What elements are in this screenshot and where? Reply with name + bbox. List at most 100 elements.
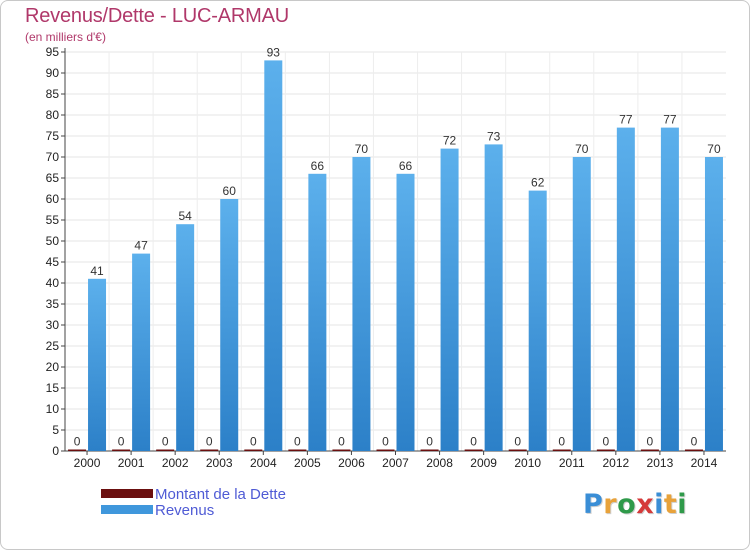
x-tick-label: 2013 — [647, 456, 674, 470]
data-label-dette-2014: 0 — [691, 435, 698, 449]
axes: 0 5 10 15 20 25 30 35 40 45 50 55 60 65 70 75 80 85 90 95 20… — [46, 45, 726, 470]
y-tick-label: 25 — [46, 339, 60, 353]
y-tick-label: 90 — [46, 66, 60, 80]
y-tick-label: 70 — [46, 150, 60, 164]
x-tick-label: 2005 — [294, 456, 321, 470]
y-tick-label: 75 — [46, 129, 60, 143]
y-tick-label: 5 — [52, 423, 59, 437]
y-tick-label: 15 — [46, 381, 60, 395]
data-label-revenus-2006: 70 — [355, 142, 369, 156]
y-tick-label: 50 — [46, 234, 60, 248]
x-tick-label: 2007 — [382, 456, 409, 470]
bar-dette-2006 — [332, 449, 351, 451]
y-tick-label: 80 — [46, 108, 60, 122]
logo-letter: o — [617, 489, 637, 520]
y-tick-label: 85 — [46, 87, 60, 101]
data-label-revenus-2013: 77 — [663, 113, 677, 127]
data-label-revenus-2001: 47 — [134, 239, 148, 253]
bar-dette-2009 — [464, 449, 483, 451]
bar-revenus-2013 — [660, 127, 679, 451]
data-label-revenus-2009: 73 — [487, 129, 501, 143]
chart-subtitle: (en milliers d'€) — [25, 30, 106, 44]
bar-dette-2000 — [68, 449, 87, 451]
y-tick-label: 0 — [52, 444, 59, 458]
logo-letter: t — [663, 489, 678, 520]
legend-swatch-revenus — [101, 504, 153, 514]
bar-revenus-2007 — [396, 173, 415, 452]
x-tick-label: 2006 — [338, 456, 365, 470]
data-label-dette-2007: 0 — [382, 435, 389, 449]
bar-revenus-2003 — [220, 199, 239, 451]
data-label-revenus-2010: 62 — [531, 176, 545, 190]
legend-item-revenus: Revenus — [101, 503, 286, 519]
data-label-revenus-2008: 72 — [443, 134, 457, 148]
data-label-revenus-2005: 66 — [311, 159, 325, 173]
y-tick-label: 65 — [46, 171, 60, 185]
x-tick-label: 2014 — [691, 456, 718, 470]
y-tick-label: 55 — [46, 213, 60, 227]
data-label-revenus-2011: 70 — [575, 142, 589, 156]
x-tick-label: 2001 — [118, 456, 145, 470]
x-tick-label: 2009 — [470, 456, 497, 470]
labels: 0 41 0 47 0 54 0 60 0 93 0 66 0 70 0 66 0 72 0 73 0 62 0 70 0 77 0… — [74, 45, 721, 448]
chart-title: Revenus/Dette - LUC-ARMAU — [25, 5, 289, 27]
x-tick-label: 2008 — [426, 456, 453, 470]
y-tick-label: 40 — [46, 276, 60, 290]
y-tick-label: 30 — [46, 318, 60, 332]
bar-dette-2008 — [420, 449, 439, 451]
logo-letter: x — [636, 489, 655, 520]
data-label-dette-2000: 0 — [74, 435, 81, 449]
bar-dette-2005 — [288, 449, 307, 451]
bar-dette-2012 — [596, 449, 615, 451]
data-label-dette-2008: 0 — [426, 435, 433, 449]
x-tick-label: 2004 — [250, 456, 277, 470]
bar-dette-2014 — [684, 449, 703, 451]
bars — [68, 60, 723, 452]
bar-revenus-2000 — [88, 278, 107, 451]
data-label-dette-2004: 0 — [250, 435, 257, 449]
bar-dette-2004 — [244, 449, 263, 451]
data-label-dette-2013: 0 — [647, 435, 654, 449]
bar-revenus-2005 — [308, 173, 327, 452]
bar-revenus-2008 — [440, 148, 459, 451]
bar-revenus-2009 — [484, 144, 503, 451]
legend-label-dette: Montant de la Dette — [155, 486, 286, 503]
bar-revenus-2010 — [528, 190, 547, 451]
legend-label-revenus: Revenus — [155, 502, 215, 519]
data-label-dette-2005: 0 — [294, 435, 301, 449]
bar-revenus-2004 — [264, 60, 283, 452]
logo-letter: r — [603, 489, 618, 520]
data-label-dette-2002: 0 — [162, 435, 169, 449]
bar-revenus-2014 — [704, 157, 723, 451]
x-tick-label: 2010 — [514, 456, 541, 470]
x-tick-label: 2011 — [559, 456, 585, 470]
bar-dette-2010 — [508, 449, 527, 451]
data-label-dette-2009: 0 — [470, 435, 477, 449]
proxiti-logo: Proxiti — [583, 489, 687, 520]
bar-revenus-2006 — [352, 157, 371, 451]
legend: Montant de la Dette Revenus — [101, 487, 286, 519]
legend-swatch-dette — [101, 488, 153, 498]
y-tick-label: 60 — [46, 192, 60, 206]
y-tick-label: 20 — [46, 360, 60, 374]
data-label-revenus-2012: 77 — [619, 113, 633, 127]
data-label-dette-2003: 0 — [206, 435, 213, 449]
logo-letter: i — [677, 489, 688, 520]
data-label-dette-2011: 0 — [558, 435, 565, 449]
data-label-dette-2010: 0 — [514, 435, 521, 449]
bar-dette-2002 — [156, 449, 175, 451]
bar-revenus-2012 — [616, 127, 635, 451]
legend-item-dette: Montant de la Dette — [101, 487, 286, 503]
data-label-revenus-2007: 66 — [399, 159, 413, 173]
data-label-dette-2006: 0 — [338, 435, 345, 449]
bar-dette-2003 — [200, 449, 219, 451]
data-label-revenus-2002: 54 — [178, 209, 192, 223]
data-label-revenus-2003: 60 — [223, 184, 237, 198]
data-label-dette-2012: 0 — [602, 435, 609, 449]
grid-lines — [65, 51, 726, 452]
bar-revenus-2001 — [132, 253, 151, 451]
x-tick-label: 2002 — [162, 456, 189, 470]
logo-letter: i — [654, 489, 664, 520]
